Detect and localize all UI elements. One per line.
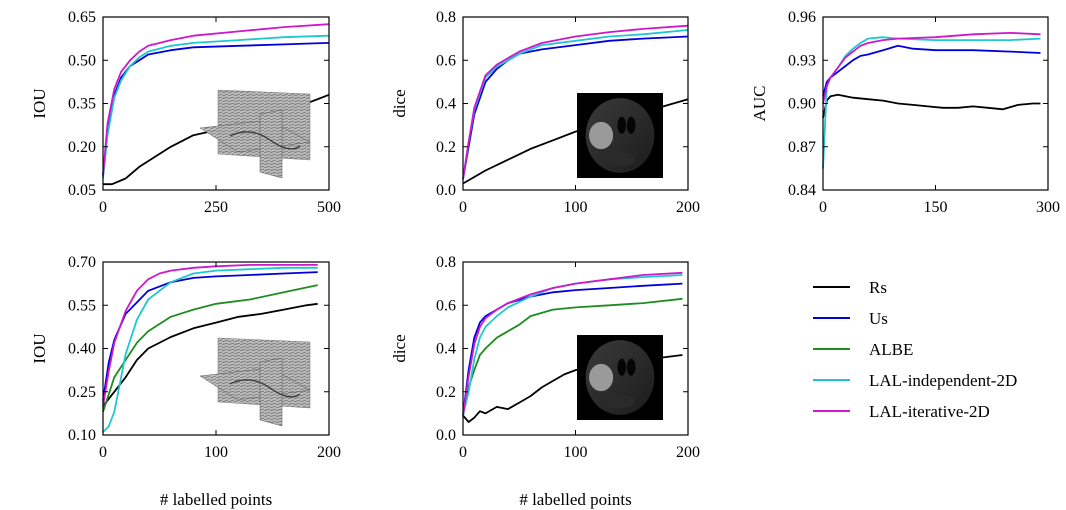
x-tick-label: 500 <box>317 199 341 216</box>
y-tick-label: 0.35 <box>68 96 96 113</box>
inset-mri-image <box>577 93 663 178</box>
chart-panel-5: 0.0 0.2 0.4 0.6 0.8 0 100 200 dice # labelled poi… <box>390 254 700 509</box>
series-line-lal-iterative-2d <box>822 32 1041 104</box>
y-tick-label: 0.10 <box>68 427 96 444</box>
chart-panel-4: 0.10 0.25 0.40 0.55 0.70 0 100 200 IOU # labelled… <box>30 254 341 509</box>
legend-label: Us <box>869 309 888 328</box>
x-axis-label: # labelled points <box>160 490 272 509</box>
y-tick-label: 0.40 <box>68 341 96 358</box>
y-tick-label: 0.84 <box>788 182 816 199</box>
legend-label: ALBE <box>869 340 913 359</box>
x-tick-label: 0 <box>819 199 827 216</box>
x-tick-label: 100 <box>564 444 588 461</box>
y-tick-label: 0.2 <box>436 384 456 401</box>
series-line-lal-independent-2d <box>822 36 1041 169</box>
x-tick-label: 150 <box>924 199 948 216</box>
y-axis-label: IOU <box>30 333 49 363</box>
y-tick-label: 0.8 <box>436 254 456 271</box>
y-tick-label: 0.50 <box>68 52 96 69</box>
x-tick-label: 0 <box>459 199 467 216</box>
x-tick-label: 0 <box>99 199 107 216</box>
inset-volume-image <box>199 89 311 179</box>
series-line-lal-independent-2d <box>102 34 330 179</box>
y-tick-label: 0.96 <box>788 9 816 26</box>
y-axis-label: AUC <box>750 86 769 122</box>
series-line-lal-iterative-2d <box>462 271 683 416</box>
y-tick-label: 0.87 <box>788 139 816 156</box>
y-axis-label: dice <box>390 334 409 362</box>
legend-label: LAL-iterative-2D <box>869 402 990 421</box>
series-line-lal-iterative-2d <box>102 263 318 407</box>
legend-label: LAL-independent-2D <box>869 371 1017 390</box>
x-tick-label: 250 <box>204 199 228 216</box>
chart-panel-3: 0.84 0.87 0.90 0.93 0.96 0 150 300 AUC <box>750 9 1060 216</box>
x-tick-label: 0 <box>99 444 107 461</box>
series-line-lal-iterative-2d <box>462 24 689 180</box>
inset-mri-image <box>577 335 663 420</box>
series-line-us <box>822 44 1041 97</box>
chart-panel-2: 0.0 0.2 0.4 0.6 0.8 0 100 200 dice <box>390 9 700 216</box>
y-tick-label: 0.0 <box>436 427 456 444</box>
legend-label: Rs <box>869 278 887 297</box>
y-tick-label: 0.05 <box>68 182 96 199</box>
x-tick-label: 0 <box>459 444 467 461</box>
series-line-albe <box>462 297 683 416</box>
y-tick-label: 0.4 <box>436 96 456 113</box>
x-tick-label: 200 <box>676 444 700 461</box>
y-tick-label: 0.2 <box>436 139 456 156</box>
x-tick-label: 200 <box>317 444 341 461</box>
y-axis-label: IOU <box>30 88 49 118</box>
y-tick-label: 0.0 <box>436 182 456 199</box>
y-tick-label: 0.70 <box>68 254 96 271</box>
x-tick-label: 200 <box>676 199 700 216</box>
series-line-albe <box>102 284 318 413</box>
x-tick-label: 100 <box>564 199 588 216</box>
x-tick-label: 300 <box>1036 199 1060 216</box>
y-tick-label: 0.93 <box>788 52 816 69</box>
series-line-rs <box>102 302 318 407</box>
series-line-lal-independent-2d <box>102 266 318 433</box>
y-tick-label: 0.6 <box>436 52 456 69</box>
legend: Rs Us ALBE LAL-independent-2D LAL-iterative-… <box>813 278 1017 421</box>
y-tick-label: 0.65 <box>68 9 96 26</box>
series-line-rs <box>822 93 1041 119</box>
y-axis-label: dice <box>390 89 409 117</box>
chart-panel-1: 0.05 0.20 0.35 0.50 0.65 0 250 500 IOU <box>30 9 341 216</box>
y-tick-label: 0.20 <box>68 139 96 156</box>
x-tick-label: 100 <box>204 444 228 461</box>
inset-volume-image <box>199 337 311 427</box>
y-tick-label: 0.6 <box>436 297 456 314</box>
y-tick-label: 0.25 <box>68 384 96 401</box>
y-tick-label: 0.8 <box>436 9 456 26</box>
y-tick-label: 0.55 <box>68 297 96 314</box>
series-line-lal-iterative-2d <box>102 23 330 176</box>
plot-frame <box>822 16 1049 191</box>
y-tick-label: 0.4 <box>436 341 456 358</box>
x-axis-label: # labelled points <box>519 490 631 509</box>
y-tick-label: 0.90 <box>788 96 816 113</box>
